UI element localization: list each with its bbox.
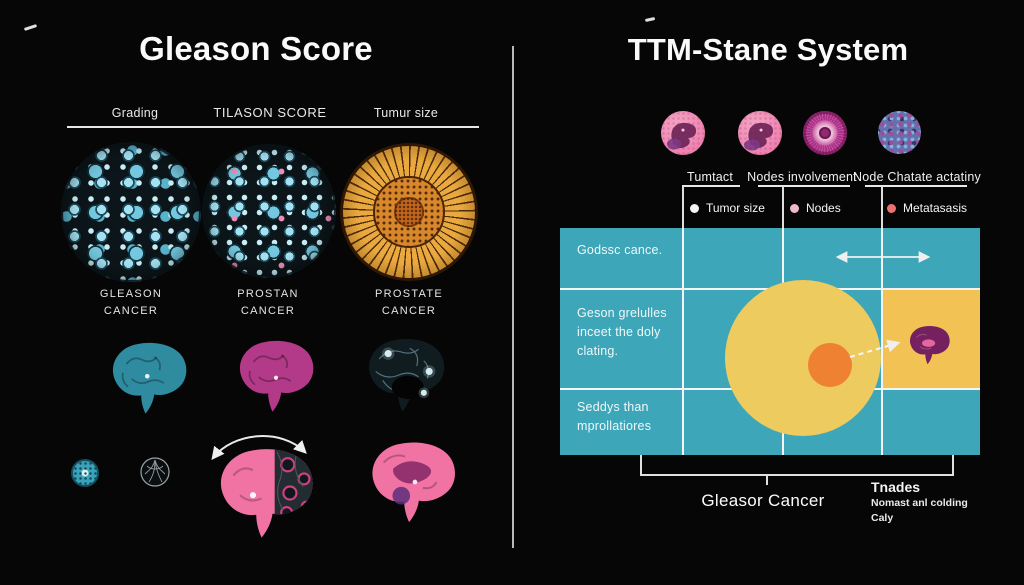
bracket-bar <box>640 474 954 476</box>
tumor-size-circle <box>725 280 881 436</box>
footer-label-gleasor-cancer: Gleasor Cancer <box>701 491 825 510</box>
bracket-left-leg <box>640 455 642 476</box>
column-header-tilason-score: TILASON SCORE <box>213 105 327 120</box>
circle-label-prostate-cancer: PROSTATE CANCER <box>374 288 444 318</box>
stage-underline <box>758 185 850 187</box>
dark-wire-brain-illustration <box>369 339 445 412</box>
legend-item-metastasis: Metatasasis <box>887 201 967 215</box>
stage-header-node-chatate: Node Chatate actatiny <box>853 170 981 184</box>
stage-header-nodes-involvement: Nodes involvement <box>747 170 857 184</box>
stage-circle-node <box>803 111 847 155</box>
stage-connector-line <box>881 186 883 228</box>
tnm-title: TTM-Stane System <box>627 32 909 67</box>
tumor-core-circle <box>808 343 852 387</box>
legend-label: Nodes <box>806 201 841 215</box>
stage-circle-metastasis <box>878 111 921 154</box>
stage-circle-tumor-1 <box>661 111 705 155</box>
column-header-grading: Grading <box>111 106 159 120</box>
circle-label-prostan-cancer: PROSTAN CANCER <box>237 288 299 318</box>
legend-item-tumor-size: Tumor size <box>690 201 765 215</box>
legend-label: Tumor size <box>706 201 765 215</box>
orange-core <box>394 197 424 227</box>
stage-connector-line <box>782 186 784 228</box>
artifact-dash <box>644 16 656 22</box>
legend-dot-nodes <box>790 203 799 213</box>
histology-circle-gleason <box>61 142 201 282</box>
stage-underline <box>865 185 967 187</box>
table-row-3-text: Seddys than mprollatiores <box>577 400 652 433</box>
legend-dot-tumor-size <box>690 203 699 213</box>
table-gridline-vertical <box>881 228 883 455</box>
small-wireframe-node <box>140 457 170 487</box>
legend-dot-metastasis <box>887 203 896 213</box>
panel-divider <box>512 46 514 548</box>
pink-purple-brain-illustration <box>372 442 456 523</box>
footer-sublabel: Nomast anl colding Caly <box>871 497 968 525</box>
mini-brain-fold <box>667 122 697 150</box>
table-gridline-vertical <box>682 228 684 455</box>
small-teal-node <box>71 459 99 487</box>
staging-table: Godssc cance. Geson grelulles inceet the… <box>560 228 980 455</box>
table-row-2-text: Geson grelulles inceet the doly clating. <box>577 306 667 358</box>
metastasis-dashed-arrow <box>849 339 901 358</box>
footer-label-tnades: Tnades <box>871 479 921 495</box>
node-core <box>819 127 831 139</box>
metastatic-brain-icon <box>910 326 950 365</box>
stage-underline <box>682 185 740 187</box>
stage-connector-line <box>682 186 684 228</box>
histology-circle-prostan <box>202 144 336 278</box>
stage-header-tumtact: Tumtact <box>686 170 734 184</box>
circle-label-gleason-cancer: GLEASON CANCER <box>99 288 163 318</box>
column-header-tumur-size: Tumur size <box>373 106 439 120</box>
mini-brain-fold <box>744 122 774 151</box>
gleason-title: Gleason Score <box>139 30 373 67</box>
histology-circle-prostate <box>340 143 478 281</box>
header-rule <box>67 126 479 128</box>
legend-label: Metatasasis <box>903 201 968 215</box>
bracket-center-tick <box>766 476 768 485</box>
magenta-brain-illustration <box>239 340 314 412</box>
curved-double-arrow <box>211 435 307 461</box>
bracket-right-leg <box>952 455 954 476</box>
teal-brain-illustration <box>112 342 187 414</box>
stage-circle-tumor-2 <box>738 111 782 155</box>
spread-double-arrow <box>835 251 931 263</box>
legend-item-nodes: Nodes <box>790 201 841 215</box>
pink-split-brain-illustration <box>220 449 313 538</box>
table-row-1-text: Godssc cance. <box>577 243 663 257</box>
